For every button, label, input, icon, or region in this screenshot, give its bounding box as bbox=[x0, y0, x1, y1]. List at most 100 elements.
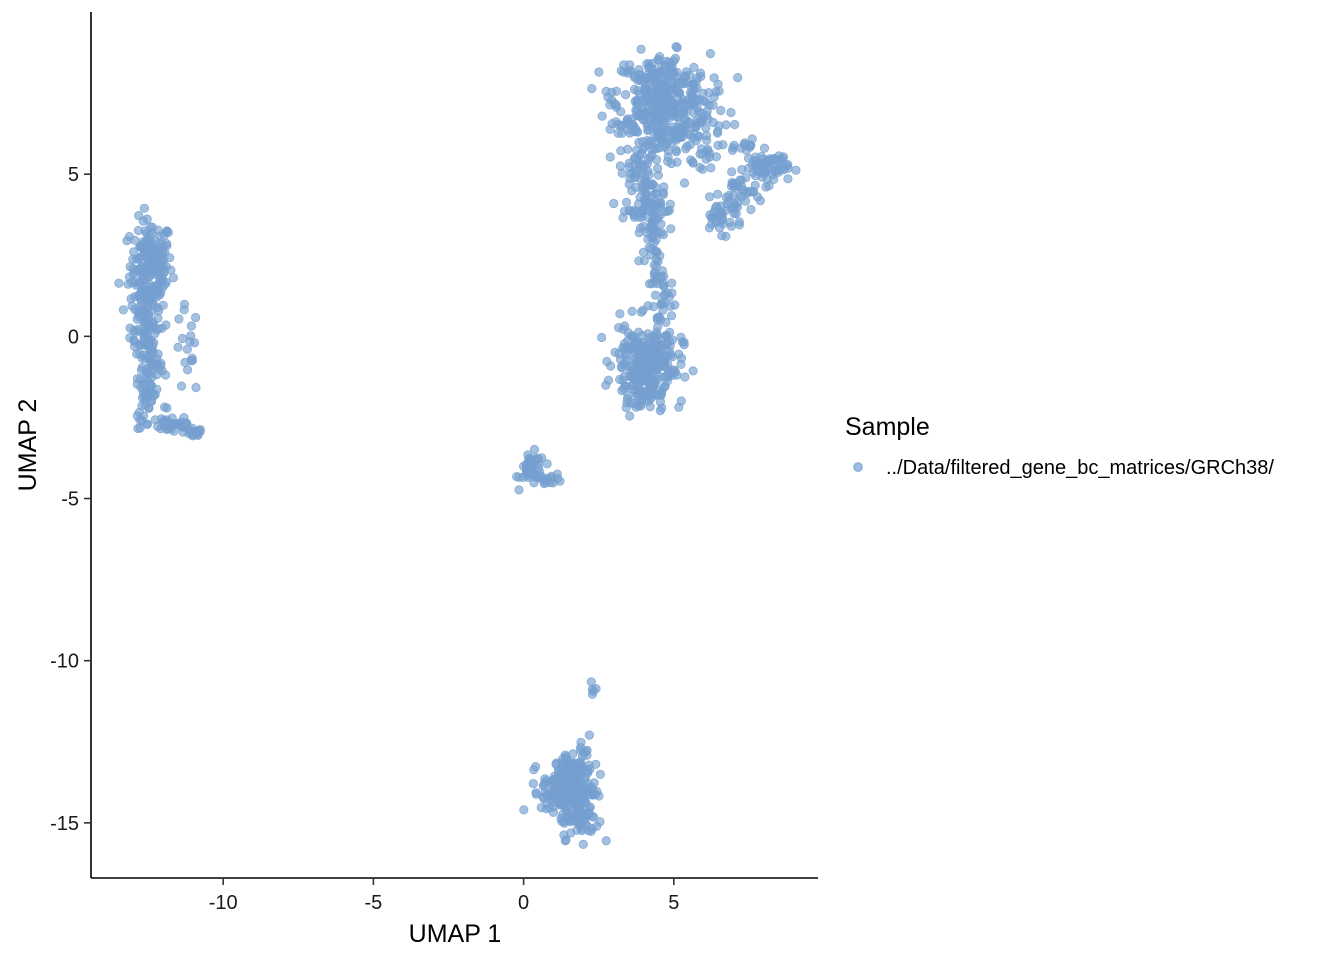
data-point bbox=[136, 365, 146, 375]
data-point bbox=[759, 143, 770, 153]
data-point bbox=[617, 385, 627, 396]
data-point bbox=[670, 53, 681, 63]
data-point bbox=[168, 273, 178, 283]
data-point bbox=[650, 189, 661, 199]
data-point bbox=[606, 361, 616, 371]
data-point bbox=[651, 235, 661, 245]
data-point bbox=[584, 730, 595, 740]
data-point bbox=[566, 787, 576, 797]
data-point bbox=[712, 128, 723, 138]
data-point bbox=[613, 128, 623, 138]
data-point bbox=[187, 355, 198, 366]
data-point bbox=[179, 412, 189, 423]
data-point bbox=[688, 366, 698, 376]
data-point bbox=[701, 154, 711, 164]
data-point bbox=[650, 200, 660, 210]
data-point bbox=[616, 107, 626, 117]
data-point bbox=[726, 181, 737, 191]
data-point bbox=[605, 152, 615, 162]
data-point bbox=[634, 150, 645, 160]
data-point bbox=[640, 344, 650, 354]
data-point bbox=[680, 372, 690, 382]
data-point bbox=[645, 401, 655, 412]
data-point bbox=[191, 382, 201, 393]
data-point bbox=[667, 288, 677, 298]
data-point bbox=[636, 206, 646, 216]
data-point bbox=[682, 141, 692, 151]
data-point bbox=[626, 372, 637, 382]
data-point bbox=[625, 205, 635, 216]
data-point bbox=[165, 420, 175, 430]
data-point bbox=[672, 42, 682, 53]
data-point bbox=[652, 212, 663, 222]
data-point bbox=[529, 444, 540, 455]
y-axis-title: UMAP 2 bbox=[14, 399, 42, 492]
data-point bbox=[157, 273, 167, 283]
data-point bbox=[609, 98, 620, 109]
data-point bbox=[134, 211, 144, 221]
data-point bbox=[580, 814, 591, 824]
data-point bbox=[586, 677, 596, 687]
data-point bbox=[643, 124, 654, 134]
y-tick-label: -15 bbox=[50, 813, 79, 835]
data-point bbox=[561, 802, 572, 812]
data-point bbox=[730, 119, 740, 130]
data-point bbox=[740, 138, 750, 148]
x-tick-label: 0 bbox=[518, 892, 529, 914]
data-point bbox=[147, 228, 157, 238]
data-point bbox=[632, 106, 642, 116]
data-point bbox=[706, 163, 716, 173]
data-point bbox=[148, 341, 158, 351]
data-point bbox=[548, 775, 559, 785]
data-point bbox=[125, 323, 135, 333]
data-point bbox=[681, 67, 692, 77]
data-point bbox=[138, 237, 148, 247]
data-point bbox=[666, 311, 677, 321]
data-point bbox=[568, 813, 578, 823]
data-point bbox=[191, 312, 201, 323]
y-tick-label: -10 bbox=[50, 651, 79, 673]
data-point bbox=[559, 830, 569, 840]
data-point bbox=[704, 100, 714, 110]
data-point bbox=[587, 790, 598, 800]
data-point bbox=[656, 79, 666, 89]
data-point bbox=[142, 419, 152, 429]
data-point bbox=[625, 361, 636, 371]
data-point bbox=[189, 426, 199, 437]
data-point bbox=[629, 72, 640, 83]
data-point bbox=[596, 332, 607, 343]
data-point bbox=[584, 825, 594, 836]
data-point bbox=[681, 78, 691, 88]
data-point bbox=[625, 168, 636, 179]
data-point bbox=[133, 423, 143, 434]
data-point bbox=[727, 167, 737, 177]
data-point bbox=[629, 347, 639, 357]
data-point bbox=[150, 329, 160, 339]
data-point bbox=[557, 757, 567, 768]
data-point bbox=[709, 73, 719, 83]
data-point bbox=[695, 68, 706, 78]
data-point bbox=[637, 136, 648, 147]
data-point bbox=[743, 163, 754, 173]
x-tick-label: -5 bbox=[364, 892, 382, 914]
data-point bbox=[575, 742, 586, 753]
data-point bbox=[643, 234, 653, 244]
data-point bbox=[615, 161, 626, 171]
data-point bbox=[685, 100, 695, 110]
data-point bbox=[615, 309, 625, 319]
data-point bbox=[746, 204, 756, 215]
data-point bbox=[153, 303, 163, 313]
data-point bbox=[696, 116, 706, 126]
data-point bbox=[587, 84, 597, 94]
data-point bbox=[652, 312, 662, 323]
data-point bbox=[722, 199, 732, 209]
legend-entry-label: ../Data/filtered_gene_bc_matrices/GRCh38… bbox=[886, 457, 1274, 479]
data-point bbox=[605, 124, 615, 134]
data-point bbox=[637, 330, 647, 341]
data-point bbox=[632, 97, 642, 108]
legend: Sample ../Data/filtered_gene_bc_matrices… bbox=[845, 413, 1274, 479]
data-point bbox=[151, 268, 161, 278]
legend-key-point bbox=[853, 462, 863, 472]
data-point bbox=[519, 805, 529, 815]
data-point bbox=[652, 137, 662, 147]
